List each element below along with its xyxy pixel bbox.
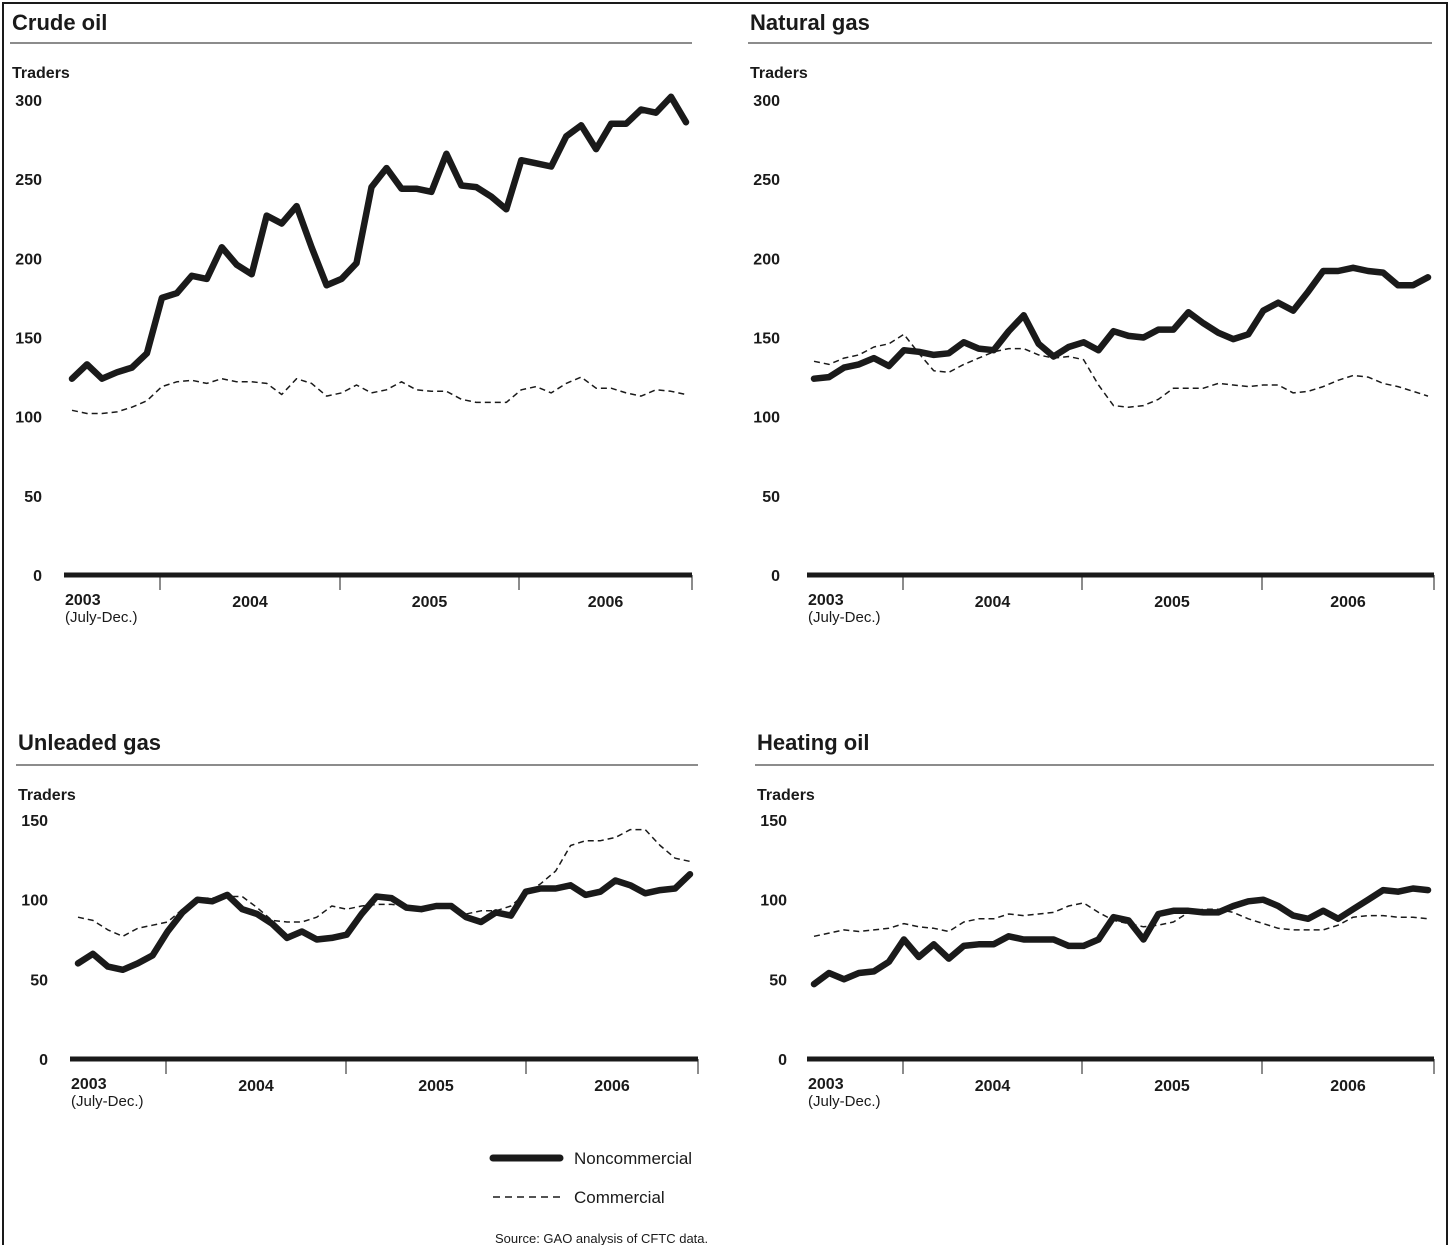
y-tick-label: 100 bbox=[753, 410, 780, 427]
panel-title: Crude oil bbox=[12, 10, 107, 35]
y-tick-label: 0 bbox=[771, 568, 780, 585]
series-line-noncommercial bbox=[74, 870, 694, 974]
x-period-label: 2003 bbox=[71, 1076, 107, 1093]
x-period-label: 2003 bbox=[65, 592, 101, 609]
y-tick-label: 50 bbox=[30, 972, 48, 989]
x-period-label: 2003 bbox=[808, 1076, 844, 1093]
y-unit-label: Traders bbox=[18, 787, 76, 804]
x-period-label: 2006 bbox=[1330, 594, 1366, 611]
y-tick-label: 250 bbox=[15, 172, 42, 189]
y-tick-label: 150 bbox=[753, 331, 780, 348]
y-tick-label: 300 bbox=[15, 93, 42, 110]
y-tick-label: 100 bbox=[760, 893, 787, 910]
x-period-label: 2005 bbox=[1154, 594, 1190, 611]
series-line-noncommercial bbox=[68, 93, 690, 382]
x-period-note: (July-Dec.) bbox=[65, 609, 138, 626]
y-unit-label: Traders bbox=[750, 65, 808, 82]
panel-title: Heating oil bbox=[757, 730, 869, 755]
panel-heating-oil: Heating oil Traders 0 50 100 150 2003(July-Dec… bbox=[755, 730, 1435, 1110]
y-tick-label: 50 bbox=[762, 489, 780, 506]
x-period-label: 2005 bbox=[1154, 1078, 1190, 1095]
series-line-commercial bbox=[71, 376, 687, 415]
legend-commercial-label: Commercial bbox=[574, 1188, 665, 1207]
legend: Noncommercial Commercial bbox=[489, 1149, 692, 1207]
y-tick-label: 250 bbox=[753, 172, 780, 189]
x-period-label: 2005 bbox=[418, 1078, 454, 1095]
x-period-label: 2006 bbox=[1330, 1078, 1366, 1095]
y-tick-label: 150 bbox=[21, 813, 48, 830]
x-period-label: 2004 bbox=[238, 1078, 274, 1095]
y-tick-label: 0 bbox=[778, 1052, 787, 1069]
y-tick-label: 0 bbox=[33, 568, 42, 585]
y-tick-label: 300 bbox=[753, 93, 780, 110]
source-note: Source: GAO analysis of CFTC data. bbox=[495, 1231, 708, 1245]
x-period-label: 2004 bbox=[975, 594, 1011, 611]
y-tick-label: 150 bbox=[15, 331, 42, 348]
series-line-commercial bbox=[813, 333, 1429, 408]
series-line-noncommercial bbox=[810, 885, 1432, 988]
x-period-label: 2004 bbox=[975, 1078, 1011, 1095]
legend-noncommercial-label: Noncommercial bbox=[574, 1149, 692, 1168]
panel-title: Natural gas bbox=[750, 10, 870, 35]
y-tick-label: 100 bbox=[21, 893, 48, 910]
x-period-note: (July-Dec.) bbox=[71, 1093, 144, 1110]
x-period-note: (July-Dec.) bbox=[808, 609, 881, 626]
x-period-label: 2006 bbox=[588, 594, 624, 611]
x-period-label: 2003 bbox=[808, 592, 844, 609]
y-tick-label: 100 bbox=[15, 410, 42, 427]
y-tick-label: 0 bbox=[39, 1052, 48, 1069]
panel-natural-gas: Natural gas Traders 0 50 100 150 200 250 300 2003… bbox=[748, 10, 1435, 626]
panel-unleaded-gas: Unleaded gas Traders 0 50 100 150 2003(July-De… bbox=[16, 730, 699, 1110]
x-period-note: (July-Dec.) bbox=[808, 1093, 881, 1110]
x-period-label: 2005 bbox=[412, 594, 448, 611]
x-period-label: 2006 bbox=[594, 1078, 630, 1095]
y-tick-label: 200 bbox=[15, 251, 42, 268]
y-tick-label: 150 bbox=[760, 813, 787, 830]
y-unit-label: Traders bbox=[12, 65, 70, 82]
y-tick-label: 50 bbox=[769, 972, 787, 989]
panel-title: Unleaded gas bbox=[18, 730, 161, 755]
y-tick-label: 200 bbox=[753, 251, 780, 268]
series-line-commercial bbox=[77, 828, 691, 938]
y-unit-label: Traders bbox=[757, 787, 815, 804]
y-tick-label: 50 bbox=[24, 489, 42, 506]
panel-crude-oil: Crude oil Traders 0 50 100 150 200 250 300 2003(J… bbox=[10, 10, 693, 626]
series-line-noncommercial bbox=[810, 264, 1432, 382]
x-period-label: 2004 bbox=[232, 594, 268, 611]
panels: Crude oilTraders0501001502002503002003(J… bbox=[10, 10, 1435, 1110]
